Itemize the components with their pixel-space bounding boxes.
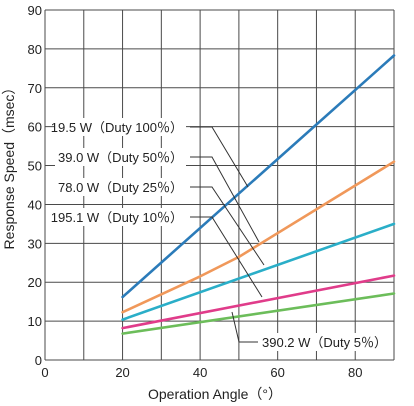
annotation-label-bg <box>55 148 186 166</box>
x-tick-label: 40 <box>193 365 207 380</box>
annotation-label-bg <box>55 178 186 196</box>
y-tick-label: 60 <box>28 120 42 135</box>
x-tick-label: 0 <box>41 365 48 380</box>
tick-labels: 0 10 20 30 40 50 60 70 80 90 0 20 40 60 80 <box>28 3 363 380</box>
annotation-leader-line <box>190 186 265 266</box>
series-line-3 <box>121 222 396 321</box>
y-tick-label: 30 <box>28 236 42 251</box>
series-lines <box>121 54 396 335</box>
y-tick-label: 0 <box>35 353 42 368</box>
y-tick-label: 10 <box>28 314 42 329</box>
y-axis-label: Response Speed（msec） <box>1 81 17 250</box>
annotations: 19.5 W（Duty 100％） 39.0 W（Duty 50％） 78.0 W（… <box>51 118 390 351</box>
series-line-5 <box>121 292 396 335</box>
annotation-leader-line <box>190 126 249 188</box>
series-annotation-4: 195.1 W（Duty 10％） <box>51 210 183 225</box>
series-line-1 <box>121 54 396 299</box>
y-tick-label: 20 <box>28 275 42 290</box>
series-annotation-2: 39.0 W（Duty 50％） <box>58 150 183 165</box>
series-annotation-3: 78.0 W（Duty 25％） <box>58 180 183 195</box>
x-tick-label: 80 <box>348 365 362 380</box>
annotation-leader-line <box>231 311 258 343</box>
x-tick-label: 20 <box>115 365 129 380</box>
annotation-leader-line <box>190 216 263 298</box>
y-tick-label: 50 <box>28 159 42 174</box>
y-tick-label: 70 <box>28 81 42 96</box>
x-tick-label: 60 <box>270 365 284 380</box>
annotation-label-bg <box>55 208 186 226</box>
annotation-label-bg <box>259 333 390 351</box>
y-tick-label: 80 <box>28 42 42 57</box>
series-annotation-5: 390.2 W（Duty 5％） <box>262 335 387 350</box>
series-line-4 <box>121 274 396 330</box>
annotation-label-bg <box>55 118 186 136</box>
x-axis-label: Operation Angle（°） <box>148 386 282 402</box>
y-tick-label: 90 <box>28 3 42 18</box>
series-annotation-1: 19.5 W（Duty 100％） <box>51 120 183 135</box>
y-tick-label: 40 <box>28 197 42 212</box>
annotation-leader-line <box>190 156 260 243</box>
series-line-2 <box>121 160 396 314</box>
